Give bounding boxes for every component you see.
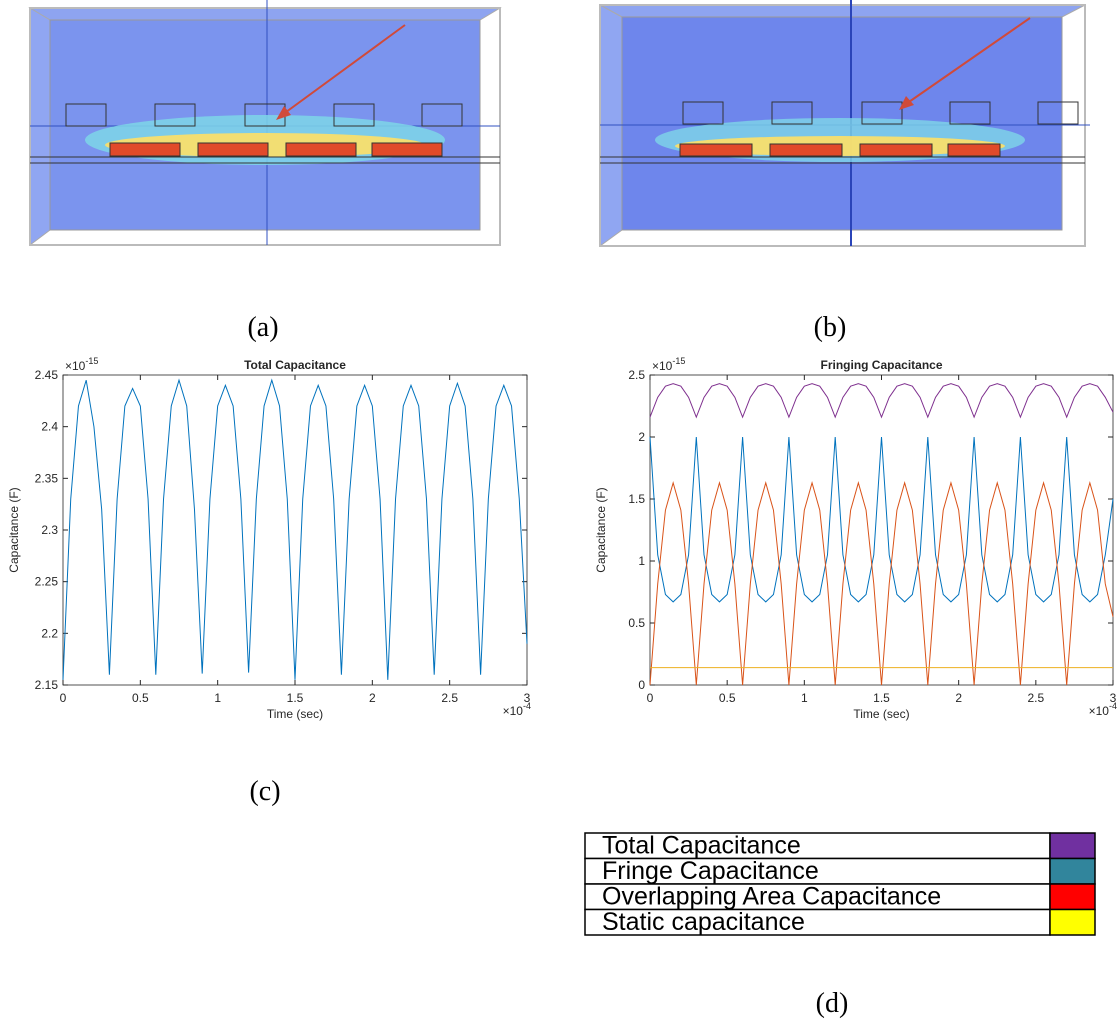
x-tick-label: 0	[647, 691, 654, 705]
x-tick-label: 2.5	[441, 691, 458, 705]
legend-label: Total Capacitance	[602, 832, 801, 860]
legend-label: Fringe Capacitance	[602, 857, 819, 885]
chart-title: Total Capacitance	[244, 358, 346, 372]
legend-swatch	[1050, 859, 1095, 885]
legend-label: Static capacitance	[602, 908, 805, 936]
legend-label: Overlapping Area Capacitance	[602, 883, 941, 911]
x-tick-label: 2.5	[1027, 691, 1044, 705]
y-tick-label: 2.25	[35, 575, 59, 589]
y-tick-label: 2.5	[628, 368, 645, 382]
figure: (a) (b) (c) (d) 2.15 2.2 2.25 2.3 2.35 2.4 2.4…	[0, 0, 1119, 1027]
panel-label: (b)	[814, 312, 847, 343]
simulation-image-a	[30, 0, 500, 245]
y-tick-label: 2.2	[41, 626, 58, 640]
y-tick-label: 2.45	[35, 368, 59, 382]
multiplier-base: ×10	[503, 704, 524, 718]
y-tick-label: 2	[638, 430, 645, 444]
x-tick-label: 0.5	[719, 691, 736, 705]
x-tick-label: 0	[60, 691, 67, 705]
axis-multiplier: ×10-4	[1089, 701, 1117, 718]
chart-title: Fringing Capacitance	[820, 358, 942, 372]
panel-label: (c)	[249, 776, 280, 807]
y-tick-label: 2.3	[41, 523, 58, 537]
multiplier-base: ×10	[652, 359, 673, 373]
y-tick-label: 0	[638, 678, 645, 692]
y-tick-label: 2.35	[35, 471, 59, 485]
multiplier-base: ×10	[1089, 704, 1110, 718]
panel-label: (d)	[816, 988, 849, 1019]
panel-label: (a)	[247, 312, 278, 343]
x-tick-label: 1	[214, 691, 221, 705]
x-tick-label: 1.5	[873, 691, 890, 705]
axis-multiplier: ×10-15	[652, 356, 685, 373]
x-tick-label: 1	[801, 691, 808, 705]
y-axis-label: Capacitance (F)	[7, 487, 21, 572]
x-tick-label: 1.5	[287, 691, 304, 705]
x-axis-label: Time (sec)	[853, 707, 909, 721]
simulation-image-b	[600, 0, 1090, 246]
multiplier-exponent: -15	[85, 356, 98, 366]
multiplier-base: ×10	[65, 359, 86, 373]
x-axis-label: Time (sec)	[267, 707, 323, 721]
multiplier-exponent: -4	[523, 701, 531, 711]
legend-swatch	[1050, 833, 1095, 859]
plot-area	[650, 375, 1113, 685]
y-tick-label: 2.4	[41, 420, 58, 434]
y-tick-label: 1	[638, 554, 645, 568]
x-tick-label: 2	[955, 691, 962, 705]
x-tick-label: 0.5	[132, 691, 149, 705]
y-tick-label: 0.5	[628, 616, 645, 630]
legend-swatch	[1050, 910, 1095, 936]
x-tick-label: 2	[369, 691, 376, 705]
y-tick-label: 2.15	[35, 678, 59, 692]
y-tick-label: 1.5	[628, 492, 645, 506]
axis-multiplier: ×10-4	[503, 701, 531, 718]
multiplier-exponent: -15	[672, 356, 685, 366]
y-axis-label: Capacitance (F)	[594, 487, 608, 572]
axis-multiplier: ×10-15	[65, 356, 98, 373]
legend-swatch	[1050, 884, 1095, 910]
plot-area	[63, 375, 527, 685]
multiplier-exponent: -4	[1109, 701, 1117, 711]
